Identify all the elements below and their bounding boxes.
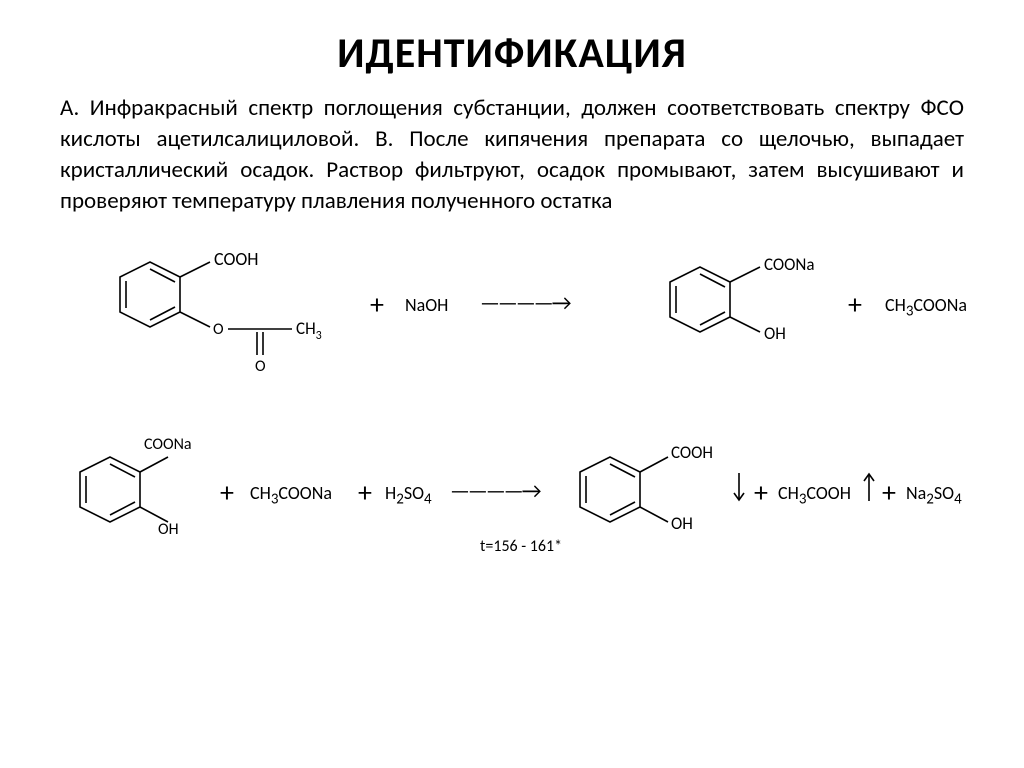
- label-oh3: OH: [671, 513, 693, 534]
- mol-sodium-salicylate-2: COONa OH: [40, 432, 230, 547]
- rxn2-plus4: +: [882, 475, 896, 510]
- label-coona: COONa: [764, 254, 815, 275]
- label-ch3: CH3: [296, 318, 322, 343]
- label-o: O: [213, 320, 224, 339]
- rxn2-plus1: +: [220, 475, 234, 510]
- label-cooh: COOH: [214, 248, 259, 270]
- rxn2-plus2: +: [358, 475, 372, 510]
- rxn1-plus1: +: [370, 287, 384, 322]
- rxn2-arrow: ————→: [450, 477, 540, 504]
- rxn2-na2so4: Na2SO4: [906, 482, 962, 509]
- rxn1-arrow: ————→: [480, 289, 570, 316]
- rxn1-plus2: +: [848, 287, 862, 322]
- label-o2: O: [255, 357, 266, 376]
- rxn1-naoh: NaOH: [405, 294, 448, 316]
- slide-title: ИДЕНТИФИКАЦИЯ: [60, 28, 964, 79]
- label-coona2: COONa: [144, 435, 192, 454]
- label-oh2: OH: [158, 520, 179, 539]
- rxn1-ch3coona: CH3COONa: [885, 294, 967, 321]
- precipitate-arrow-icon: [732, 473, 746, 512]
- mol-salicylic-acid: COOH OH: [540, 432, 730, 547]
- label-cooh2: COOH: [671, 442, 713, 463]
- mol-sodium-salicylate: COONa OH: [630, 242, 830, 357]
- rxn2-ch3cooh: CH3COOH: [778, 482, 851, 509]
- rxn2-ch3coona: CH3COONa: [250, 482, 332, 509]
- rxn2-h2so4: H2SO4: [385, 482, 432, 509]
- slide-paragraph: А. Инфракрасный спектр поглощения субста…: [60, 93, 964, 217]
- temperature-note: t=156 - 161*: [480, 537, 562, 556]
- rxn2-plus3: +: [754, 475, 768, 510]
- reaction-area: COOH O O CH3 + NaOH ————→: [60, 217, 964, 617]
- label-oh: OH: [764, 323, 786, 344]
- gas-arrow-icon: [862, 469, 876, 508]
- mol-aspirin: COOH O O CH3: [80, 237, 340, 382]
